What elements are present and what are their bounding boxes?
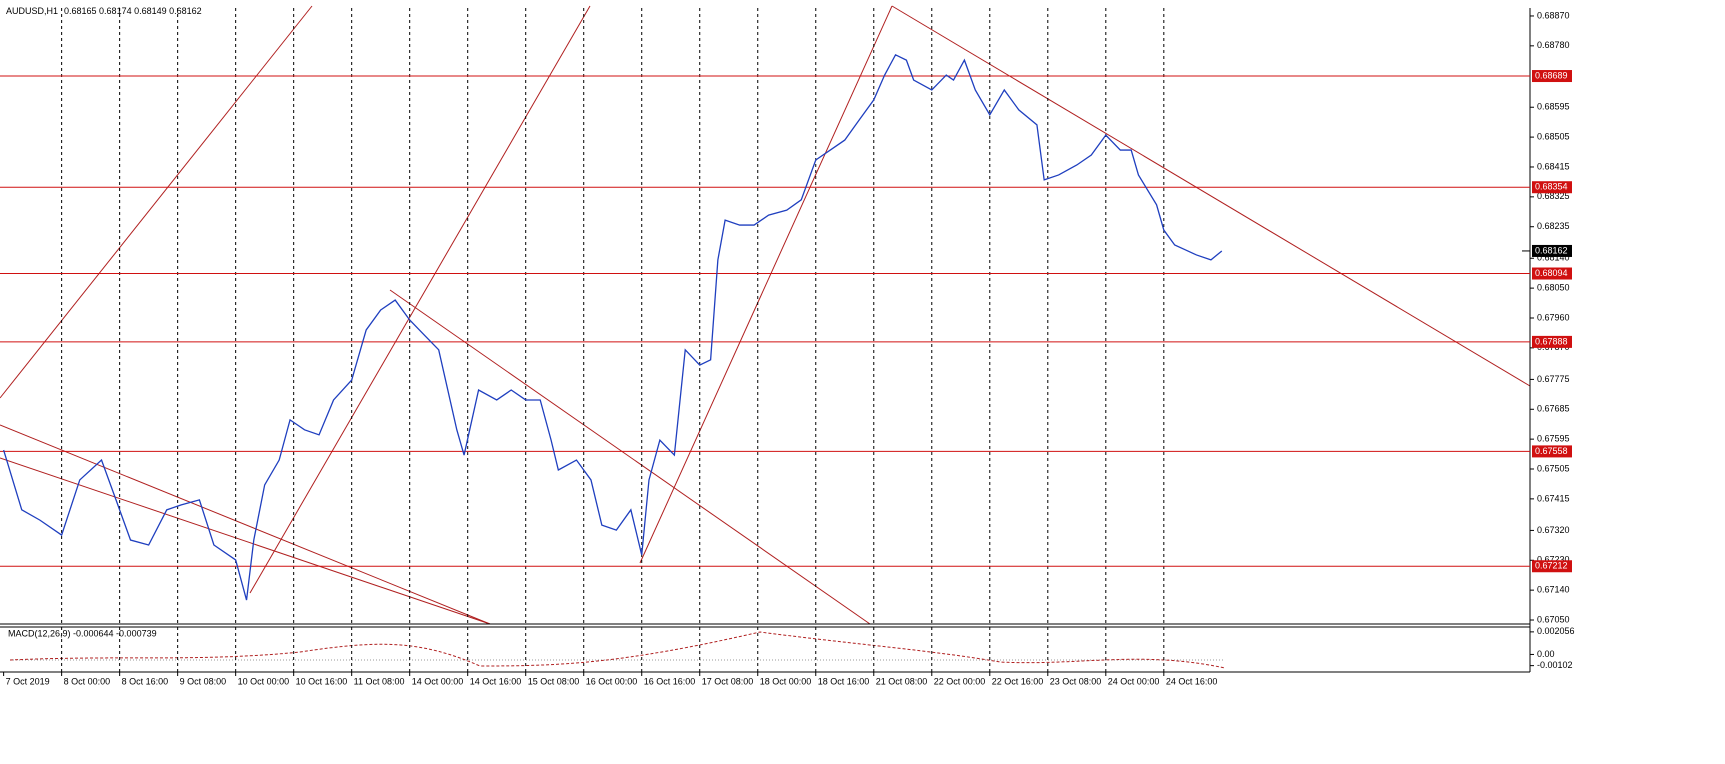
x-tick-label: 18 Oct 00:00 xyxy=(760,676,812,686)
x-tick-label: 14 Oct 00:00 xyxy=(412,676,464,686)
y-tick-label: 0.68415 xyxy=(1537,161,1570,171)
macd-title: MACD(12,26,9) -0.000644 -0.000739 xyxy=(8,628,157,638)
x-tick-label: 15 Oct 08:00 xyxy=(528,676,580,686)
x-tick-label: 14 Oct 16:00 xyxy=(470,676,522,686)
x-tick-label: 23 Oct 08:00 xyxy=(1050,676,1102,686)
x-tick-label: 21 Oct 08:00 xyxy=(876,676,928,686)
level-label-box xyxy=(1532,335,1572,348)
current-price-label: 0.68162 xyxy=(1535,245,1568,255)
y-tick-label: 0.67960 xyxy=(1537,312,1570,322)
y-tick-label: 0.67140 xyxy=(1537,585,1570,595)
x-tick-label: 18 Oct 16:00 xyxy=(818,676,870,686)
y-tick-label: 0.68780 xyxy=(1537,40,1570,50)
y-tick-label: 0.67505 xyxy=(1537,463,1570,473)
x-tick-label: 22 Oct 00:00 xyxy=(934,676,986,686)
macd-y-tick-label: -0.00102 xyxy=(1537,660,1573,670)
y-tick-label: 0.67050 xyxy=(1537,614,1570,624)
level-label: 0.68354 xyxy=(1535,182,1568,192)
y-tick-label: 0.68325 xyxy=(1537,191,1570,201)
x-tick-label: 24 Oct 00:00 xyxy=(1108,676,1160,686)
level-label: 0.67212 xyxy=(1535,561,1568,571)
y-tick-label: 0.68140 xyxy=(1537,253,1570,263)
symbol: AUDUSD,H1 xyxy=(6,6,58,16)
macd-signal xyxy=(9,631,1226,669)
y-tick-label: 0.67595 xyxy=(1537,434,1570,444)
current-price-box xyxy=(1532,244,1572,257)
y-tick-label: 0.67320 xyxy=(1537,525,1570,535)
price-line xyxy=(3,53,1223,601)
level-label: 0.68689 xyxy=(1535,70,1568,80)
x-tick-label: 17 Oct 08:00 xyxy=(702,676,754,686)
y-tick-label: 0.68505 xyxy=(1537,131,1570,141)
level-label-box xyxy=(1532,181,1572,194)
y-tick-label: 0.67775 xyxy=(1537,374,1570,384)
y-tick-label: 0.67415 xyxy=(1537,493,1570,503)
level-label: 0.68094 xyxy=(1535,268,1568,278)
y-tick-label: 0.68870 xyxy=(1537,10,1570,20)
x-tick-label: 9 Oct 08:00 xyxy=(180,676,227,686)
ohlc: 0.68165 0.68174 0.68149 0.68162 xyxy=(64,6,202,16)
x-tick-label: 8 Oct 00:00 xyxy=(64,676,111,686)
y-tick-label: 0.68595 xyxy=(1537,102,1570,112)
macd-y-tick-label: 0.00 xyxy=(1537,649,1555,659)
x-tick-label: 10 Oct 16:00 xyxy=(296,676,348,686)
y-tick-label: 0.68235 xyxy=(1537,221,1570,231)
x-tick-label: 7 Oct 2019 xyxy=(6,676,50,686)
y-tick-label: 0.68050 xyxy=(1537,282,1570,292)
chart-title: AUDUSD,H1 0.68165 0.68174 0.68149 0.68162 xyxy=(6,6,202,16)
macd-y-tick-label: 0.002056 xyxy=(1537,626,1575,636)
x-tick-label: 16 Oct 00:00 xyxy=(586,676,638,686)
level-label-box xyxy=(1532,267,1572,280)
x-tick-label: 16 Oct 16:00 xyxy=(644,676,696,686)
x-tick-label: 24 Oct 16:00 xyxy=(1166,676,1218,686)
level-label-box xyxy=(1532,445,1572,458)
y-tick-label: 0.67230 xyxy=(1537,555,1570,565)
x-tick-label: 11 Oct 08:00 xyxy=(354,676,405,686)
y-tick-label: 0.67685 xyxy=(1537,404,1570,414)
level-label: 0.67888 xyxy=(1535,336,1568,346)
level-label-box xyxy=(1532,560,1572,573)
x-tick-label: 8 Oct 16:00 xyxy=(122,676,169,686)
trend-lines xyxy=(0,5,1531,625)
x-tick-label: 22 Oct 16:00 xyxy=(992,676,1044,686)
level-label: 0.67558 xyxy=(1535,446,1568,456)
x-tick-label: 10 Oct 00:00 xyxy=(238,676,290,686)
level-label-box xyxy=(1532,70,1572,83)
